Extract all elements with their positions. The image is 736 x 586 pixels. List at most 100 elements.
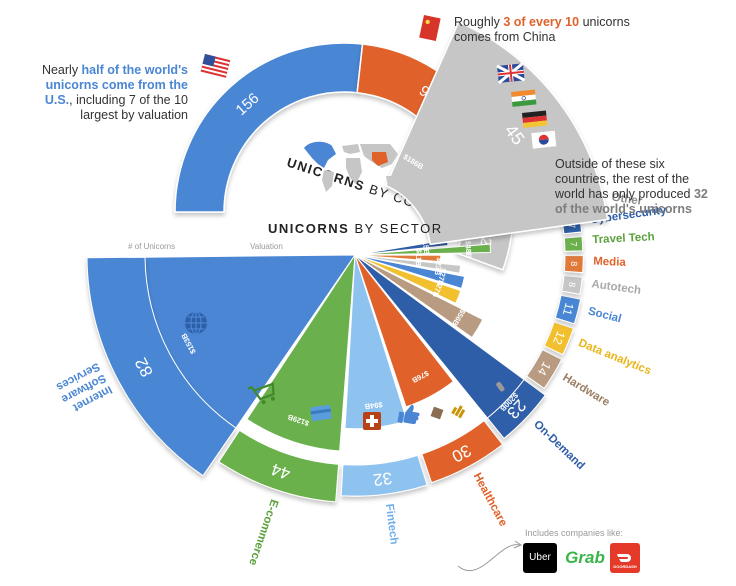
sector-count-bar-autotech bbox=[561, 275, 583, 295]
india-flag-saffron bbox=[511, 89, 536, 97]
us-callout: Nearly half of the world's unicorns come… bbox=[20, 63, 188, 123]
us-flag-stripe bbox=[201, 65, 228, 74]
germany-flag-icon bbox=[522, 110, 548, 128]
social-icon bbox=[477, 398, 489, 410]
sector-name-label-on-demand: On-Demand bbox=[531, 419, 586, 473]
credit-card-icon bbox=[310, 404, 332, 422]
china-flag-field bbox=[419, 15, 441, 42]
sector-name-line: On-Demand bbox=[531, 419, 586, 473]
sector-valuation-label-cybersecurity: $15B bbox=[420, 236, 431, 256]
sector-name-line: Travel Tech bbox=[592, 231, 655, 246]
sector-name-label-data-analytics: Data analytics bbox=[577, 337, 653, 377]
sector-valuation-label-social: $27B bbox=[435, 267, 448, 287]
sector-valuation-label-media: $11B bbox=[414, 249, 424, 267]
cart-wheel-right bbox=[270, 396, 275, 401]
china-callout-strong: 3 of every 10 bbox=[503, 15, 580, 29]
doordash-wordmark: DOORDASH bbox=[613, 564, 637, 569]
sector-name-label-fintech: Fintech bbox=[383, 503, 400, 545]
sector-name-line: Autotech bbox=[591, 278, 642, 297]
car-icon bbox=[496, 381, 505, 392]
sector-count-bar-media bbox=[563, 255, 584, 274]
india-flag-white bbox=[511, 94, 536, 102]
sector-valuation-wedge-travel-tech bbox=[354, 243, 492, 256]
medical-cross bbox=[366, 415, 378, 427]
sector-name-line: Healthcare bbox=[471, 471, 509, 528]
map-north-america bbox=[304, 141, 336, 168]
sector-valuation-wedge-social bbox=[354, 254, 466, 290]
us-callout-post: , including 7 of the 10 largest by valua… bbox=[69, 93, 188, 122]
sector-valuation-label-fintech: $94B bbox=[364, 400, 383, 411]
sector-valuation-label-travel-tech: $48B bbox=[463, 240, 473, 259]
card-stripe bbox=[310, 408, 331, 415]
sector-valuation-wedge-autotech bbox=[354, 254, 462, 274]
sector-count-bar-other bbox=[384, 21, 609, 246]
sector-name-label-autotech: Autotech bbox=[591, 278, 642, 297]
shopping-cart-icon bbox=[247, 382, 275, 405]
sector-count-label-fintech: 32 bbox=[372, 468, 393, 489]
sector-count-label-autotech: 8 bbox=[567, 281, 578, 287]
sector-name-label-hardware: Hardware bbox=[560, 372, 611, 409]
sector-name-label-e-commerce: E-commerce bbox=[246, 498, 280, 567]
doordash-logo: DOORDASH bbox=[610, 543, 640, 573]
globe-icon bbox=[185, 311, 207, 335]
bar-chart-bar3 bbox=[458, 409, 466, 419]
sector-count-bar-fintech bbox=[340, 454, 428, 497]
sector-count-bar-internet-software-services bbox=[86, 256, 237, 477]
sector-count-bar-on-demand bbox=[486, 378, 546, 440]
sector-name-label-media: Media bbox=[593, 256, 627, 269]
cart-wheel-left bbox=[261, 400, 266, 405]
decorations bbox=[185, 15, 557, 572]
map-africa bbox=[346, 158, 362, 184]
sector-count-label-cybersecurity: 7 bbox=[567, 223, 578, 229]
globe-lines bbox=[185, 312, 207, 334]
us-callout-strong: half of the world's unicorns come from t… bbox=[44, 63, 188, 107]
sector-count-bar-healthcare bbox=[421, 420, 504, 484]
sector-count-bar-hardware bbox=[525, 349, 563, 390]
sector-valuation-wedge-hardware bbox=[354, 254, 484, 339]
us-flag-icon bbox=[200, 53, 231, 79]
rest-callout-pre: Outside of these six countries, the rest… bbox=[555, 157, 694, 201]
map-china bbox=[372, 152, 388, 166]
china-flag-star bbox=[425, 19, 430, 25]
india-flag-chakra bbox=[521, 96, 526, 101]
south-korea-flag-taeguk-blue bbox=[538, 139, 549, 145]
map-south-america bbox=[322, 170, 334, 192]
south-korea-flag-icon bbox=[530, 130, 557, 150]
sector-name-line: E-commerce bbox=[246, 498, 280, 567]
thumbs-up-shape bbox=[397, 404, 420, 425]
us-callout-pre: Nearly bbox=[41, 63, 82, 77]
india-flag-icon bbox=[511, 89, 537, 107]
sector-name-label-social: Social bbox=[587, 305, 623, 325]
doordash-icon bbox=[617, 554, 631, 562]
sector-valuation-wedge-media bbox=[354, 254, 442, 263]
logos-arrow-head bbox=[513, 540, 523, 549]
count-caption: # of Unicorns bbox=[128, 242, 175, 251]
cart-frame bbox=[247, 382, 275, 401]
us-flag-stripe bbox=[200, 69, 227, 78]
china-callout-pre: Roughly bbox=[454, 15, 504, 29]
grab-logo: Grab bbox=[565, 548, 605, 567]
sector-name-label-other: Other bbox=[611, 192, 644, 208]
social-head bbox=[482, 398, 489, 405]
thumbs-up-icon bbox=[397, 404, 420, 425]
china-callout: Roughly 3 of every 10 unicorns comes fro… bbox=[454, 15, 664, 45]
sector-count-label-media: 8 bbox=[569, 261, 579, 266]
sector-count-label-travel-tech: 7 bbox=[568, 241, 578, 247]
sector-name-line: Social bbox=[587, 305, 623, 325]
sector-title-rest: BY SECTOR bbox=[349, 221, 442, 236]
germany-flag-gold bbox=[523, 120, 548, 128]
sector-chart-title: UNICORNS BY SECTOR bbox=[268, 221, 443, 236]
bar-chart-bar1 bbox=[451, 406, 458, 415]
sector-count-bar-social bbox=[554, 294, 582, 325]
logos-caption: Includes companies like: bbox=[525, 528, 624, 538]
sector-count-bar-e-commerce bbox=[218, 429, 340, 503]
germany-flag-red bbox=[522, 115, 547, 123]
south-korea-flag-taeguk-red bbox=[538, 134, 549, 141]
sector-count-label-data-analytics: 12 bbox=[550, 329, 568, 347]
uber-logo: Uber bbox=[523, 543, 557, 573]
sector-count-bar-data-analytics bbox=[543, 321, 575, 356]
sector-valuation-wedge-data-analytics bbox=[354, 254, 462, 304]
sector-count-label-social: 11 bbox=[560, 301, 577, 317]
china-callout-post: unicorns comes from China bbox=[454, 15, 630, 44]
